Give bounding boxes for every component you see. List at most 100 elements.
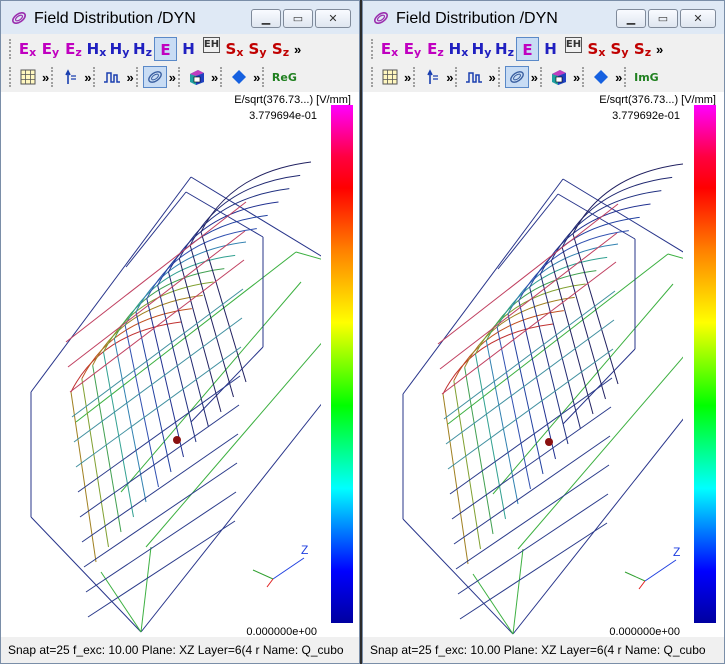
- grid-button[interactable]: [16, 66, 40, 88]
- close-button[interactable]: ✕: [315, 9, 351, 28]
- field-eh-button[interactable]: EH: [562, 37, 585, 61]
- toolbar-grip[interactable]: [9, 67, 14, 87]
- toolbar-overflow-button[interactable]: »: [656, 41, 664, 57]
- maximize-button[interactable]: ▭: [648, 9, 678, 28]
- toolbar-grip[interactable]: [455, 67, 460, 87]
- toolbar-grip[interactable]: [220, 67, 225, 87]
- toolbar-grip[interactable]: [497, 67, 503, 87]
- toolbar-grip[interactable]: [93, 67, 98, 87]
- grid-button[interactable]: [378, 66, 402, 88]
- toolbar-overflow-button[interactable]: »: [488, 69, 496, 85]
- title-bar[interactable]: Field Distribution /DYN ▁ ▭ ✕: [363, 1, 724, 34]
- wireframe-button[interactable]: [504, 66, 529, 88]
- toolbar-grip[interactable]: [135, 67, 141, 87]
- field-e-button[interactable]: E: [154, 37, 177, 61]
- field-contour-line: [70, 321, 182, 393]
- y-axis-line: [624, 571, 646, 582]
- field-button-subscript: x: [236, 46, 244, 59]
- field-e-button[interactable]: E: [516, 37, 539, 61]
- cube-button[interactable]: [547, 66, 571, 88]
- toolbar-grip[interactable]: [9, 39, 14, 59]
- field-button-label: S: [248, 40, 260, 58]
- toolbar-overflow-button[interactable]: »: [210, 69, 219, 85]
- cube-button[interactable]: [185, 66, 209, 88]
- toolbar-overflow-button[interactable]: »: [126, 69, 134, 85]
- signal-button[interactable]: [462, 66, 486, 88]
- field-view[interactable]: E/sqrt(376.73...) [V/mm] 3.779692e-01 0.…: [363, 92, 724, 637]
- field-h-button[interactable]: H: [539, 37, 562, 61]
- toolbar-overflow-button[interactable]: »: [168, 69, 176, 85]
- field-button-label: S: [587, 40, 599, 58]
- vector-arrow-button[interactable]: [58, 66, 82, 88]
- diamond-button[interactable]: [589, 66, 613, 88]
- toolbar-grip[interactable]: [413, 67, 418, 87]
- field-contour-line: [442, 323, 554, 395]
- toolbar-overflow-button[interactable]: »: [84, 69, 92, 85]
- close-button[interactable]: ✕: [680, 9, 716, 28]
- vector-arrow-button[interactable]: [420, 66, 444, 88]
- field-contour-line: [71, 288, 244, 418]
- toolbar-grip[interactable]: [539, 67, 545, 87]
- outer-box-edge: [295, 251, 321, 260]
- toolbar-grip[interactable]: [51, 67, 56, 87]
- signal-button[interactable]: [100, 66, 124, 88]
- field-eh-button[interactable]: EH: [200, 37, 223, 61]
- field-contour-line: [69, 259, 245, 393]
- toolbar-grip[interactable]: [262, 67, 267, 87]
- toolbar-grip[interactable]: [624, 67, 629, 87]
- toolbar-overflow-button[interactable]: »: [294, 41, 302, 57]
- signal-icon: [465, 70, 483, 84]
- toolbar-grip[interactable]: [371, 39, 376, 59]
- z-axis-line: [644, 559, 677, 582]
- field-h-button[interactable]: H: [177, 37, 200, 61]
- maximize-button[interactable]: ▭: [283, 9, 313, 28]
- wireframe-field-plot: Z: [30, 161, 321, 633]
- wireframe-button[interactable]: [142, 66, 167, 88]
- component-part-button[interactable]: ReG: [269, 66, 299, 88]
- toolbar-overflow-button[interactable]: »: [615, 69, 623, 85]
- toolbar-grip[interactable]: [582, 67, 587, 87]
- field-view[interactable]: E/sqrt(376.73...) [V/mm] 3.779694e-01 0.…: [1, 92, 359, 637]
- toolbar-overflow-button[interactable]: »: [446, 69, 454, 85]
- minimize-button[interactable]: ▁: [616, 9, 646, 28]
- toolbar-grip[interactable]: [177, 67, 183, 87]
- probe-point[interactable]: [173, 436, 181, 444]
- field-contour-line: [561, 247, 606, 400]
- toolbar-overflow-button[interactable]: »: [572, 69, 581, 85]
- field-contour-line: [146, 298, 184, 458]
- cube-icon: [188, 68, 206, 86]
- component-part-button[interactable]: ImG: [631, 66, 661, 88]
- toolbar-overflow-button[interactable]: »: [404, 69, 412, 85]
- toolbar-grip[interactable]: [371, 67, 376, 87]
- field-button-subscript: y: [484, 46, 492, 59]
- toolbar-overflow-button[interactable]: »: [530, 69, 538, 85]
- probe-point[interactable]: [545, 438, 553, 446]
- title-bar[interactable]: Field Distribution /DYN ▁ ▭ ✕: [1, 1, 359, 34]
- toolbar-overflow-button[interactable]: »: [253, 69, 261, 85]
- diamond-button[interactable]: [227, 66, 251, 88]
- field-contour-line: [178, 258, 222, 413]
- toolbar-overflow-button[interactable]: »: [42, 69, 50, 85]
- minimize-button[interactable]: ▁: [251, 9, 281, 28]
- z-axis-label: Z: [301, 543, 308, 557]
- outer-box-edge: [667, 253, 683, 259]
